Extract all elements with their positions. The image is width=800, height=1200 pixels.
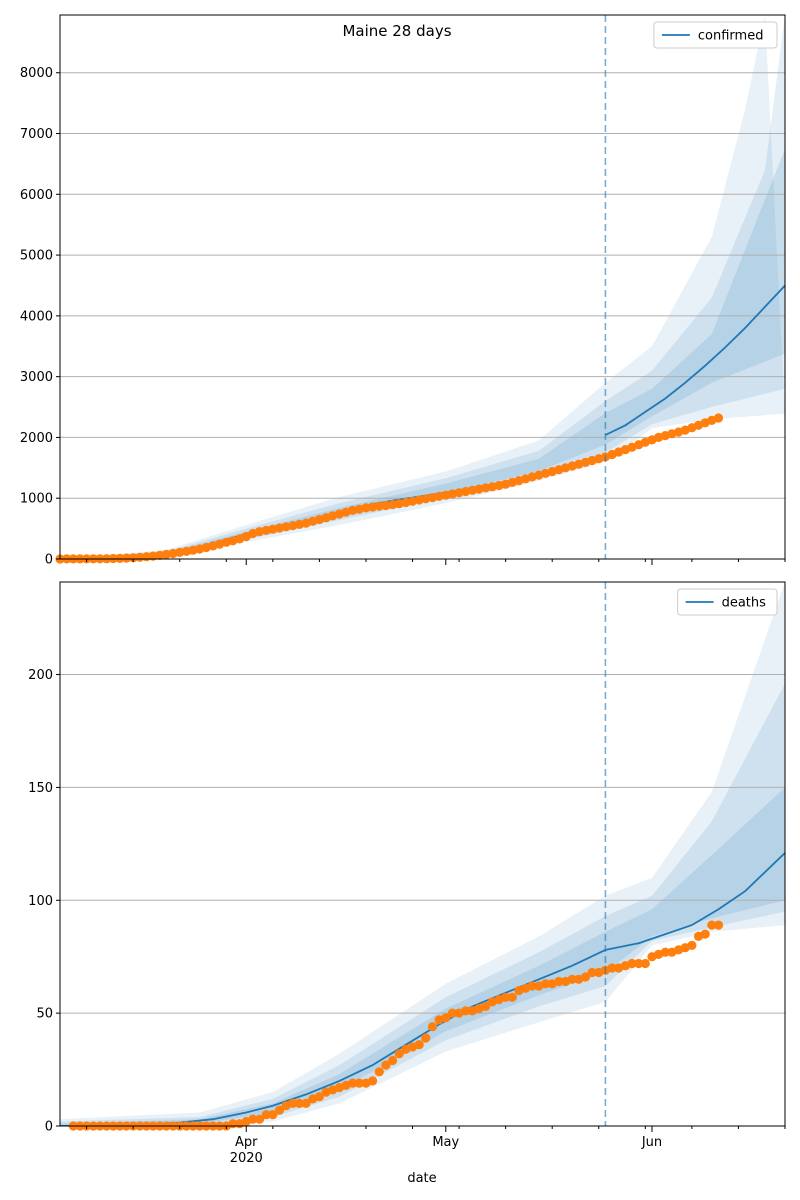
observed-point (288, 1098, 298, 1108)
y-tick-label: 7000 (20, 127, 53, 142)
observed-point (567, 974, 577, 984)
observed-point (254, 1114, 265, 1124)
confirmed-y-axis: 0 1000 2000 3000 4000 5000 6000 7000 8000 (20, 66, 60, 568)
observed-point (128, 553, 138, 563)
observed-point (374, 501, 384, 511)
observed-point (507, 992, 517, 1002)
y-tick-label: 5000 (20, 249, 53, 264)
legend-box (653, 21, 778, 49)
observed-point (381, 1060, 391, 1070)
observed-point (161, 549, 171, 560)
y-tick-label: 3000 (20, 370, 53, 385)
x-tick-sublabel: 2020 (230, 1151, 263, 1166)
observed-point (481, 1001, 491, 1012)
observed-point (368, 1076, 378, 1086)
legend-label-deaths: deaths (722, 596, 767, 611)
observed-point (268, 1110, 278, 1120)
uncertainty-band-outer (60, 15, 785, 559)
y-tick-label: 200 (28, 668, 53, 683)
x-tick-label: May (432, 1135, 459, 1150)
legend-box (677, 588, 778, 616)
x-tick-label: Apr (235, 1135, 258, 1150)
observed-point (447, 1008, 457, 1018)
observed-point (441, 1013, 451, 1023)
observed-point (713, 920, 724, 930)
model-line-forecast (605, 284, 785, 436)
y-tick-label: 50 (36, 1007, 53, 1022)
confirmed-axes-frame (59, 14, 786, 560)
figure-title: Maine 28 days (342, 22, 451, 40)
y-tick-label: 150 (28, 781, 53, 796)
observed-point (700, 929, 710, 939)
observed-point (121, 553, 132, 563)
observed-point (607, 963, 617, 973)
observed-point (394, 1049, 404, 1059)
observed-point (627, 958, 637, 969)
observed-point (301, 1098, 311, 1108)
observed-point (374, 1067, 384, 1077)
observed-point (713, 413, 724, 423)
x-tick-label: Jun (641, 1135, 662, 1150)
uncertainty-band-middle (60, 15, 785, 559)
observed-point (115, 553, 125, 564)
observed-point (587, 967, 597, 978)
observed-point (501, 992, 511, 1002)
observed-point (274, 1105, 285, 1115)
observed-point (687, 940, 697, 951)
observed-point (348, 1078, 358, 1088)
observed-point (261, 1110, 271, 1120)
confirmed-observed-points (55, 413, 724, 564)
y-tick-label: 6000 (20, 188, 53, 203)
observed-point (388, 1055, 398, 1066)
observed-point (427, 1022, 438, 1032)
observed-point (660, 947, 670, 957)
deaths-legend: deaths (677, 588, 778, 616)
observed-point (294, 1098, 304, 1108)
observed-point (640, 958, 650, 969)
confirmed-uncertainty-bands (60, 15, 785, 559)
observed-point (580, 972, 591, 982)
y-tick-label: 4000 (20, 309, 53, 324)
observed-point (634, 958, 644, 969)
deaths-y-axis: 0 50 100 150 200 (28, 668, 60, 1135)
y-tick-label: 2000 (20, 431, 53, 446)
x-axis-label: date (407, 1171, 436, 1186)
observed-point (414, 1040, 424, 1050)
observed-point (541, 979, 551, 989)
observed-point (381, 500, 391, 511)
observed-point (527, 981, 537, 991)
deaths-axes-frame (59, 581, 786, 1127)
confirmed-x-axis (86, 559, 786, 565)
observed-point (354, 1078, 364, 1088)
legend-label-confirmed: confirmed (698, 29, 764, 44)
y-tick-label: 8000 (20, 66, 53, 81)
uncertainty-band-inner (60, 787, 785, 1126)
observed-point (368, 502, 378, 512)
observed-point (554, 976, 564, 987)
uncertainty-band-outer (60, 582, 785, 1126)
y-tick-label: 0 (45, 1120, 53, 1135)
observed-point (314, 1092, 324, 1102)
y-tick-label: 0 (45, 553, 53, 568)
confirmed-legend: confirmed (653, 21, 778, 49)
observed-point (248, 1114, 258, 1124)
observed-point (707, 920, 717, 930)
deaths-gridlines (60, 674, 785, 1014)
y-tick-label: 1000 (20, 492, 53, 507)
observed-point (421, 1033, 431, 1043)
y-tick-label: 100 (28, 894, 53, 909)
confirmed-panel: 0 1000 2000 3000 4000 5000 6000 7000 8000 confir… (20, 14, 786, 568)
observed-point (148, 551, 158, 561)
observed-point (135, 552, 145, 562)
observed-point (461, 1006, 471, 1016)
model-line-forecast (605, 852, 785, 951)
